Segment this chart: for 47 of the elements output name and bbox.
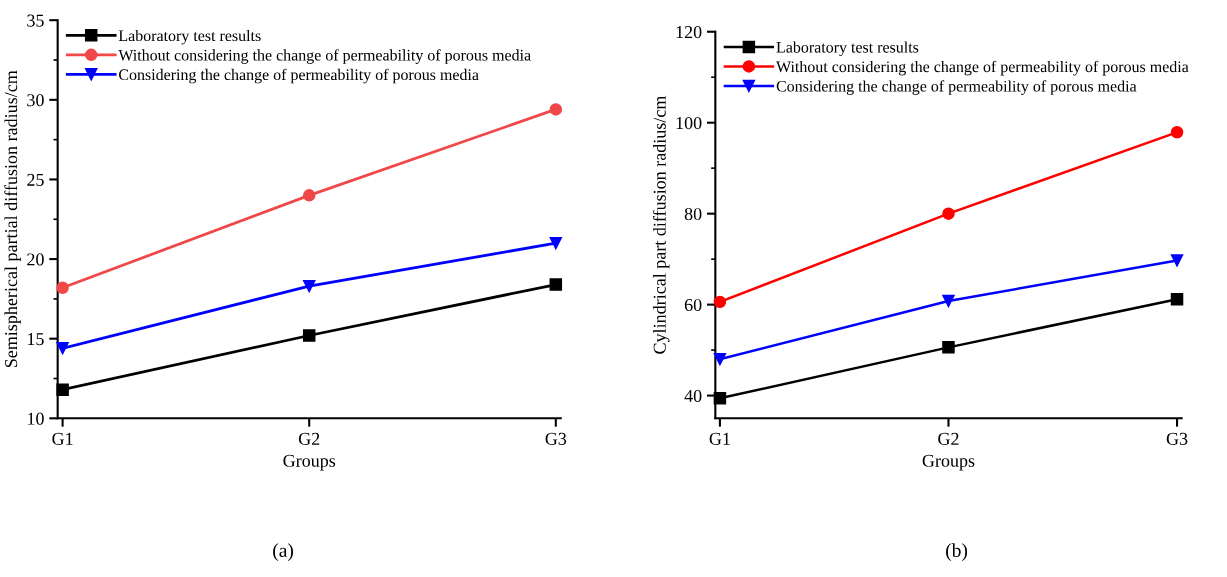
x-tick-label: G3 [545, 432, 567, 445]
legend-label: Laboratory test results [118, 29, 261, 45]
y-tick-label: 120 [676, 25, 702, 39]
y-tick-label: 35 [27, 14, 44, 27]
y-tick-label: 100 [676, 116, 702, 130]
legend-label: Without considering the change of permeability of porous media [776, 60, 1189, 76]
x-tick-label: G2 [938, 432, 959, 445]
x-axis-title: Groups [283, 454, 336, 471]
x-tick-label: G3 [1166, 432, 1188, 445]
text: (b) [946, 543, 968, 561]
y-tick-label: 20 [27, 253, 44, 266]
y-axis-title: Semispherical partial diffusion radius/cm [4, 70, 21, 368]
point [942, 207, 955, 220]
x-tick-label: G1 [709, 432, 730, 445]
point [302, 189, 316, 202]
legend-label: Without considering the change of permeability of porous media [118, 49, 531, 64]
y-tick-label: 15 [28, 333, 44, 346]
point [302, 329, 316, 342]
point [302, 279, 316, 293]
point [942, 341, 955, 354]
y-tick-label: 40 [684, 389, 702, 403]
point [56, 383, 69, 396]
x-tick-label: G1 [52, 432, 73, 445]
point [1170, 125, 1184, 139]
legend-label: Considering the change of permeability of porous media [776, 80, 1137, 95]
y-tick-label: 60 [684, 298, 702, 312]
point [549, 278, 563, 291]
point [713, 295, 727, 309]
y-tick-label: 30 [27, 94, 44, 107]
point [549, 103, 563, 116]
point [942, 294, 955, 308]
point [56, 281, 69, 294]
y-tick-label: 80 [684, 207, 702, 221]
legend-label: Laboratory test results [776, 41, 919, 56]
x-axis-title: Groups [922, 454, 975, 471]
point [549, 236, 563, 250]
y-tick-label: 25 [27, 173, 44, 186]
x-tick-label: G2 [298, 432, 320, 445]
point [713, 392, 727, 405]
text: (a) [273, 543, 293, 561]
point [56, 342, 69, 355]
legend-label: Considering the change of permeability of porous media [119, 68, 479, 84]
y-axis-title: Cylindrical part diffusion radius/cm [652, 95, 670, 354]
point [1170, 292, 1184, 306]
y-tick-label: 10 [28, 412, 44, 425]
point [713, 352, 727, 366]
point [1170, 254, 1184, 267]
